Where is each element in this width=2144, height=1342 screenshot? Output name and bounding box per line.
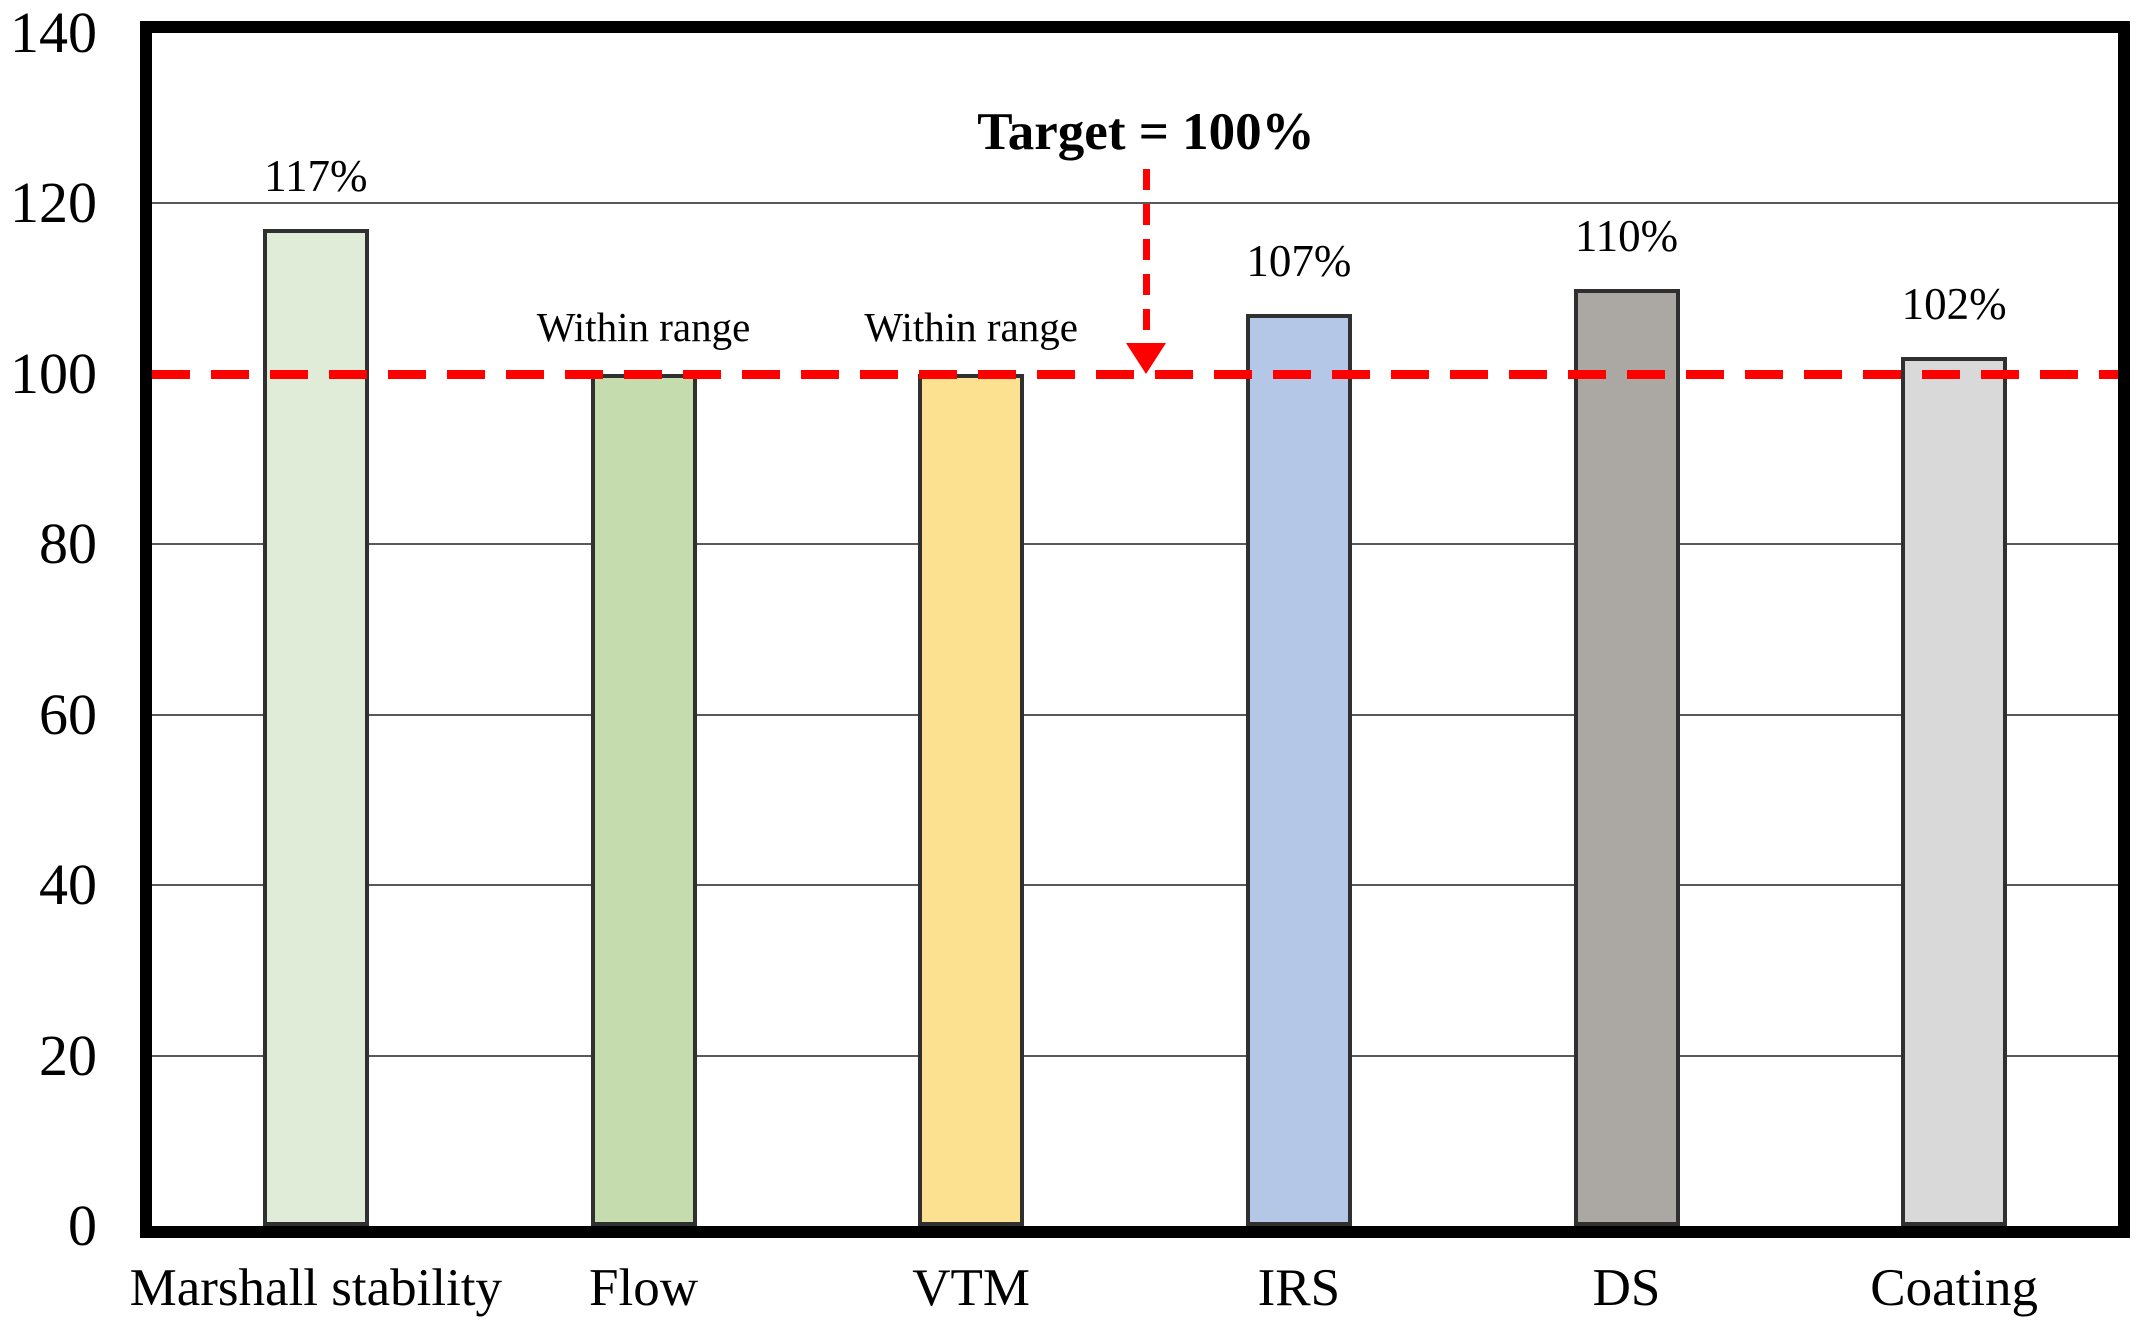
x-tick-marshall-stability: Marshall stability	[129, 1259, 503, 1317]
bar-value-label: Within range	[864, 303, 1078, 350]
bar-value-label: 117%	[264, 151, 368, 201]
x-tick-coating: Coating	[1870, 1259, 2039, 1317]
x-tick-vtm: VTM	[912, 1259, 1031, 1317]
y-tick-0: 0	[68, 1193, 97, 1258]
bar-value-label: 102%	[1901, 278, 2007, 329]
bar-irs	[1245, 314, 1352, 1226]
bar-coating	[1901, 356, 2008, 1226]
target-annotation: Target = 100%	[977, 103, 1315, 161]
target-reference-line	[152, 369, 2118, 379]
bar-vtm	[918, 373, 1025, 1226]
y-tick-120: 120	[10, 170, 97, 236]
plot-area: 117% Within range Within range 107% 110% 102%…	[152, 33, 2118, 1226]
target-arrow-head-icon	[1126, 342, 1166, 374]
y-tick-40: 40	[39, 852, 97, 918]
bar-marshall-stability	[262, 229, 369, 1226]
y-tick-80: 80	[39, 511, 97, 577]
x-tick-irs: IRS	[1257, 1259, 1341, 1317]
y-tick-140: 140	[10, 0, 97, 65]
bar-value-label: 107%	[1246, 236, 1352, 287]
target-arrow-shaft	[1142, 169, 1150, 343]
bar-value-label: Within range	[536, 303, 751, 350]
y-tick-20: 20	[39, 1022, 97, 1088]
y-tick-60: 60	[39, 681, 97, 747]
gridline-40	[152, 884, 2118, 887]
bar-value-label: 110%	[1574, 210, 1679, 261]
gridline-20	[152, 1054, 2118, 1057]
gridline-120	[152, 202, 2118, 205]
bar-flow	[590, 373, 697, 1226]
gridline-80	[152, 543, 2118, 546]
x-tick-ds: DS	[1592, 1259, 1661, 1317]
x-tick-flow: Flow	[589, 1259, 698, 1317]
y-tick-100: 100	[10, 340, 97, 406]
bar-ds	[1573, 288, 1680, 1226]
plot-border	[140, 21, 2130, 1238]
gridline-60	[152, 713, 2118, 716]
